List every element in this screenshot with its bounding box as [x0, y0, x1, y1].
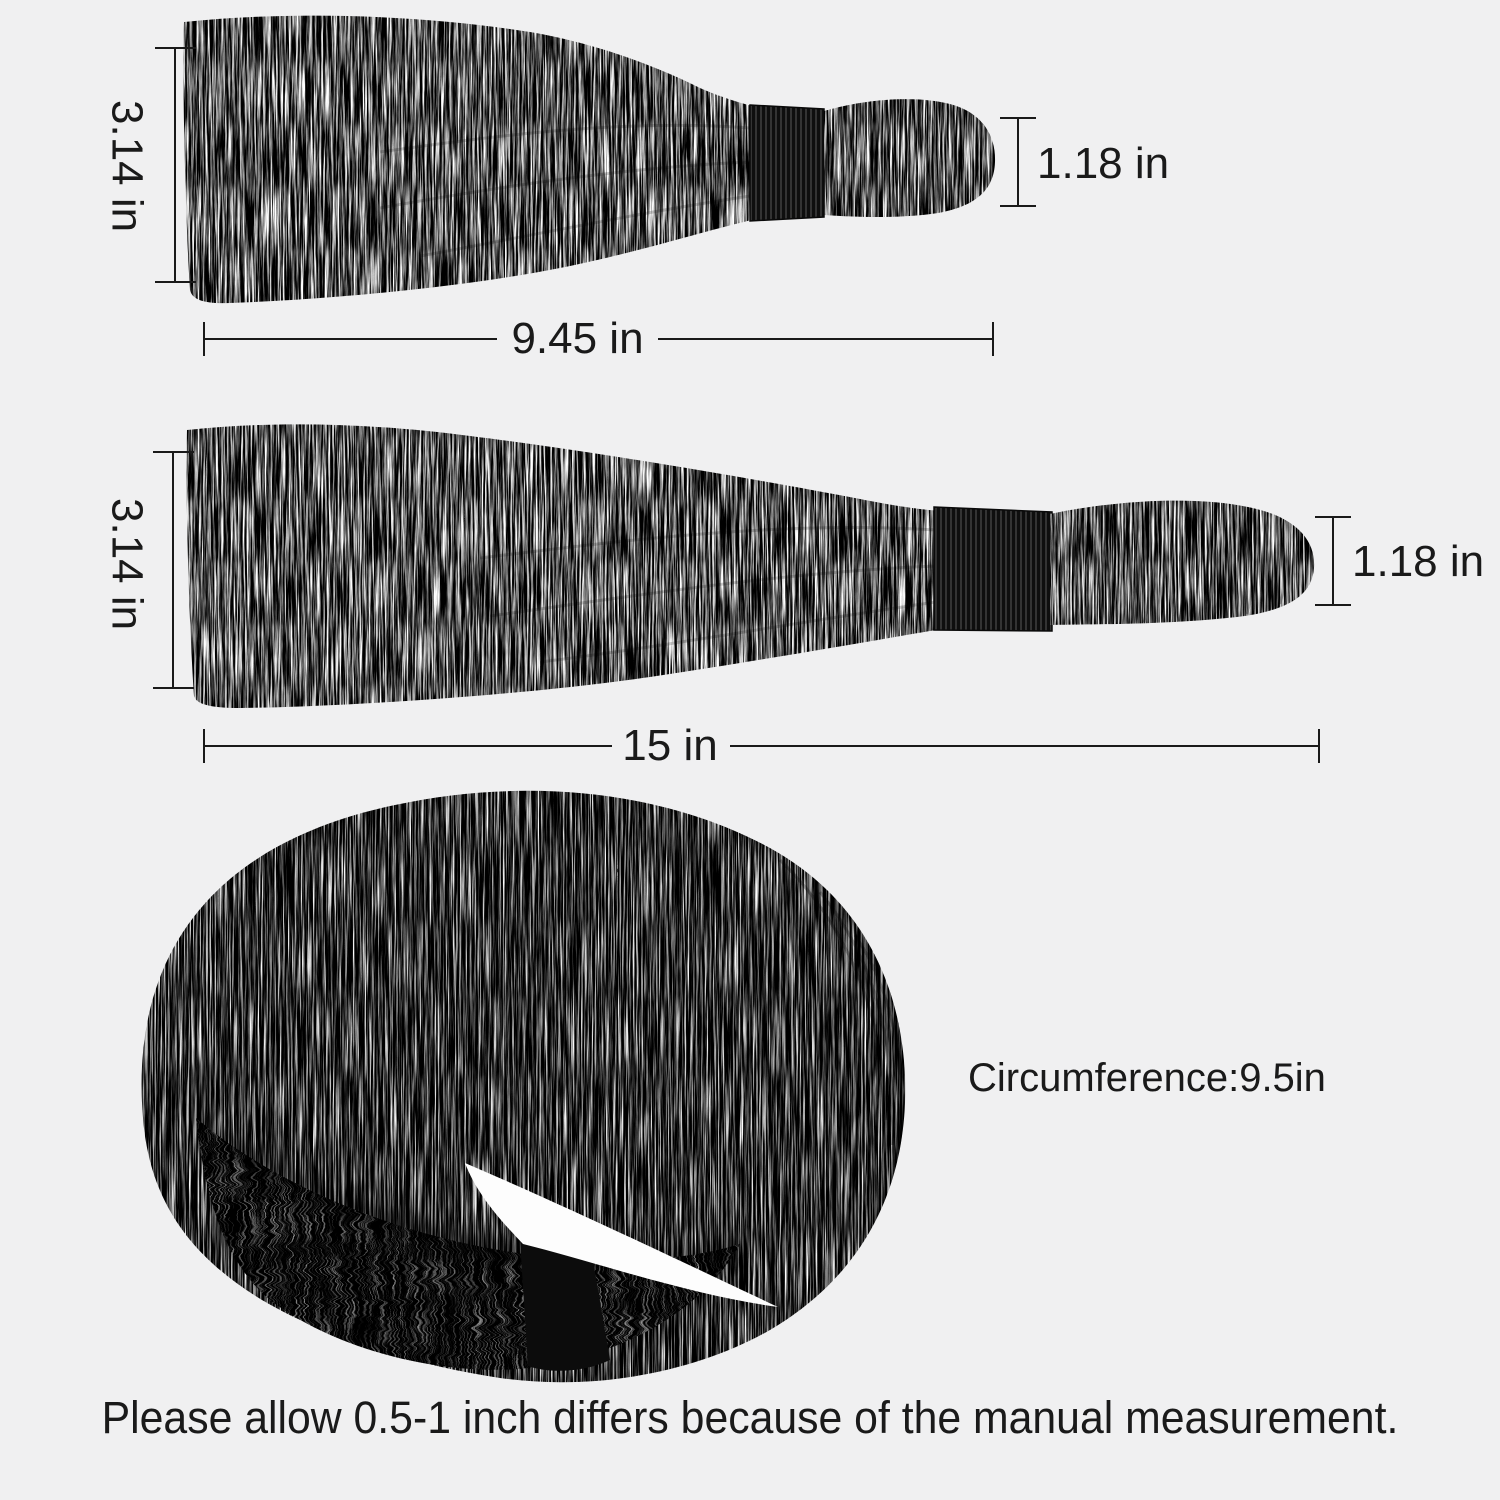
elastic-band	[749, 104, 825, 222]
headband-worn-view	[141, 790, 906, 1383]
opening-highlight	[465, 1163, 778, 1307]
headband-stretched-view	[153, 424, 1351, 763]
elastic-band	[520, 1240, 610, 1371]
dimension-line-stretched-length	[203, 729, 1320, 763]
dimension-line-top-height	[155, 47, 196, 283]
dimension-line-top-tail	[1000, 117, 1036, 207]
dimension-label-top-tail: 1.18 in	[1037, 139, 1170, 188]
fold-wrinkles	[479, 525, 937, 664]
elastic-band	[933, 506, 1053, 632]
dimension-line-stretched-tail	[1315, 516, 1351, 606]
dimension-line-top-length	[203, 322, 994, 356]
dimension-label-stretched-length: 15 in	[622, 721, 718, 770]
opening-shadow	[191, 1111, 743, 1269]
dimension-label-stretched-height: 3.14 in	[102, 498, 152, 631]
scrunch-lines	[844, 99, 967, 217]
dimension-label-top-length: 9.45 in	[511, 314, 644, 363]
dimension-line-stretched-height	[153, 451, 194, 689]
headband-top-view-tail	[824, 99, 996, 217]
headband-stretched-view-tail	[1050, 500, 1315, 625]
headband-stretched-view-body	[186, 424, 942, 708]
edge-ridges	[778, 858, 904, 1161]
dimension-label-top-height: 3.14 in	[102, 100, 152, 233]
measurement-note: Please allow 0.5-1 inch differs because …	[101, 1392, 1399, 1443]
circumference-label: Circumference:9.5in	[968, 1056, 1326, 1100]
scrunch-lines	[1072, 500, 1285, 625]
fold-wrinkles	[379, 123, 751, 258]
dimension-label-stretched-tail: 1.18 in	[1352, 537, 1485, 586]
headband-top-view	[155, 15, 1036, 356]
headband-top-view-body	[183, 15, 757, 304]
